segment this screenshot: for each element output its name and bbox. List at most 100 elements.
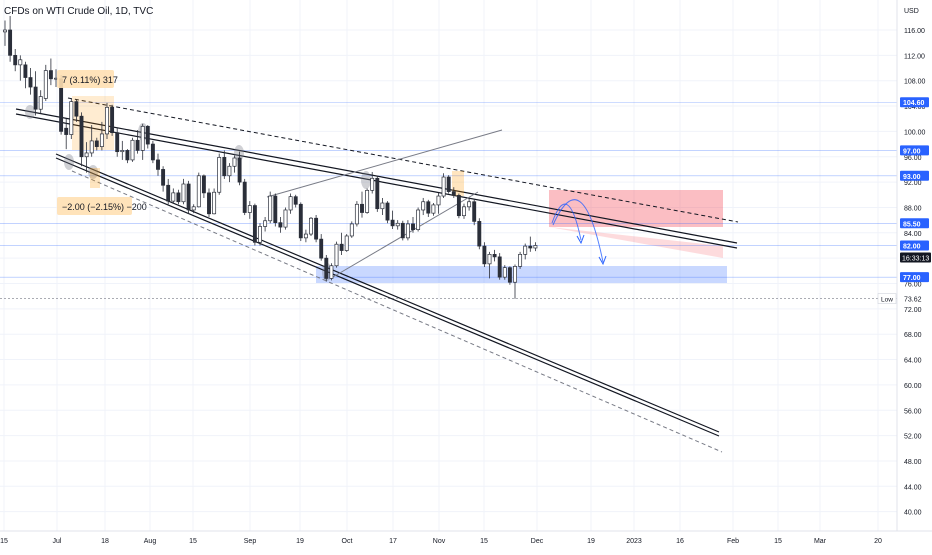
candle bbox=[227, 163, 232, 183]
price-badge-label: 77.00 bbox=[903, 275, 921, 282]
lower-dashed-trendline bbox=[71, 170, 723, 453]
y-tick-label: 104.00 bbox=[904, 104, 926, 111]
candle bbox=[477, 218, 482, 250]
candle bbox=[446, 175, 451, 194]
candle bbox=[110, 104, 115, 136]
candle-body-down bbox=[48, 70, 53, 80]
candle bbox=[278, 216, 283, 233]
candle-body-up bbox=[395, 222, 400, 227]
candle bbox=[23, 61, 28, 89]
y-tick-label: 60.00 bbox=[904, 383, 922, 390]
candle bbox=[370, 171, 375, 194]
x-tick-label: Oct bbox=[342, 538, 353, 545]
price-badge-label: 93.00 bbox=[903, 174, 921, 181]
candle bbox=[293, 194, 298, 208]
x-tick-label: Mar bbox=[814, 538, 827, 545]
candle-body-down bbox=[23, 64, 28, 78]
candle bbox=[3, 20, 7, 46]
candle bbox=[518, 251, 523, 269]
y-tick-label: 92.00 bbox=[904, 180, 922, 187]
candle bbox=[94, 137, 99, 151]
pivot-marker bbox=[361, 171, 371, 189]
candle bbox=[28, 68, 33, 95]
candle bbox=[497, 253, 502, 280]
price-badge bbox=[900, 170, 929, 181]
current-price-timer-badge bbox=[900, 252, 931, 263]
candle bbox=[242, 178, 247, 216]
candle bbox=[375, 175, 380, 212]
candle bbox=[74, 99, 79, 122]
candle-body-down bbox=[293, 196, 298, 205]
candle bbox=[482, 242, 487, 268]
candle bbox=[492, 249, 497, 262]
candle-body-down bbox=[186, 183, 191, 211]
candle bbox=[150, 140, 155, 164]
candle-body-down bbox=[390, 219, 395, 227]
y-tick-label: 56.00 bbox=[904, 408, 922, 415]
sell-zone-gradient bbox=[549, 227, 723, 258]
candle-body-down bbox=[176, 192, 181, 203]
measure-highlight bbox=[452, 171, 464, 196]
candle-body-up bbox=[268, 195, 273, 222]
y-axis: USD 116.00 112.00 108.00 104.00 100.00 96.00 92… bbox=[877, 0, 931, 531]
candle-body-down bbox=[482, 245, 487, 265]
x-tick-label: 2023 bbox=[626, 538, 642, 545]
candle-body-down bbox=[360, 203, 364, 213]
x-tick-label: Sep bbox=[244, 538, 257, 545]
candle bbox=[298, 202, 303, 242]
y-tick-label: 84.00 bbox=[904, 231, 922, 238]
candle bbox=[212, 188, 217, 215]
candle bbox=[89, 125, 94, 157]
candle-body-down bbox=[166, 184, 171, 202]
projection-arrow-short bbox=[551, 203, 582, 241]
candle bbox=[309, 216, 313, 236]
candle bbox=[303, 229, 308, 243]
candle-body-down bbox=[252, 205, 257, 243]
candle bbox=[421, 197, 426, 216]
candle-body-up bbox=[69, 101, 74, 135]
y-tick-label: 112.00 bbox=[904, 53, 925, 60]
candle-body-up bbox=[523, 245, 528, 255]
measure-label-up: 7 (3.11%) 317 bbox=[62, 75, 118, 85]
candle-body-up bbox=[405, 223, 410, 239]
price-badge bbox=[900, 97, 929, 108]
y-tick-label: 88.00 bbox=[904, 205, 922, 212]
x-axis: 15 Jul 18 Aug 15 Sep 19 Oct 17 Nov 15 Dec 19 2023 16 Fe… bbox=[0, 530, 932, 545]
price-badge-label: 104.60 bbox=[903, 100, 925, 107]
candle bbox=[258, 223, 262, 246]
candle-body-up bbox=[513, 266, 517, 283]
candle bbox=[222, 150, 227, 179]
candle bbox=[13, 49, 18, 72]
candle bbox=[252, 203, 257, 246]
candle bbox=[33, 71, 38, 116]
candle-body-up bbox=[365, 189, 370, 213]
candle-body-up bbox=[217, 157, 222, 193]
lower-channel-line-b bbox=[55, 157, 720, 437]
y-tick-label: 64.00 bbox=[904, 358, 922, 365]
pivot-marker bbox=[64, 154, 74, 170]
y-tick-label: 116.00 bbox=[904, 28, 925, 35]
candle-body-down bbox=[79, 115, 84, 158]
candle-body-down bbox=[201, 175, 206, 194]
candle bbox=[467, 197, 472, 211]
x-tick-label: 15 bbox=[189, 538, 197, 545]
x-tick-label: 15 bbox=[0, 538, 8, 545]
rising-wedge-upper bbox=[266, 129, 503, 198]
candle bbox=[186, 180, 191, 214]
candle-body-up bbox=[354, 203, 359, 225]
candle-body-up bbox=[38, 96, 43, 110]
candle bbox=[426, 199, 431, 217]
x-tick-label: Aug bbox=[144, 538, 157, 545]
candle bbox=[166, 178, 171, 205]
candle-body-down bbox=[451, 191, 456, 196]
candle bbox=[247, 201, 252, 219]
candle bbox=[451, 187, 456, 198]
candle-body-up bbox=[309, 217, 313, 235]
candle-body-up bbox=[232, 157, 237, 167]
price-badge bbox=[900, 145, 929, 156]
projection-arrow-long bbox=[552, 199, 604, 263]
candle-body-down bbox=[150, 143, 155, 161]
chart-title: CFDs on WTI Crude Oil, 1D, TVC bbox=[4, 6, 154, 17]
candle-body-down bbox=[33, 86, 38, 110]
